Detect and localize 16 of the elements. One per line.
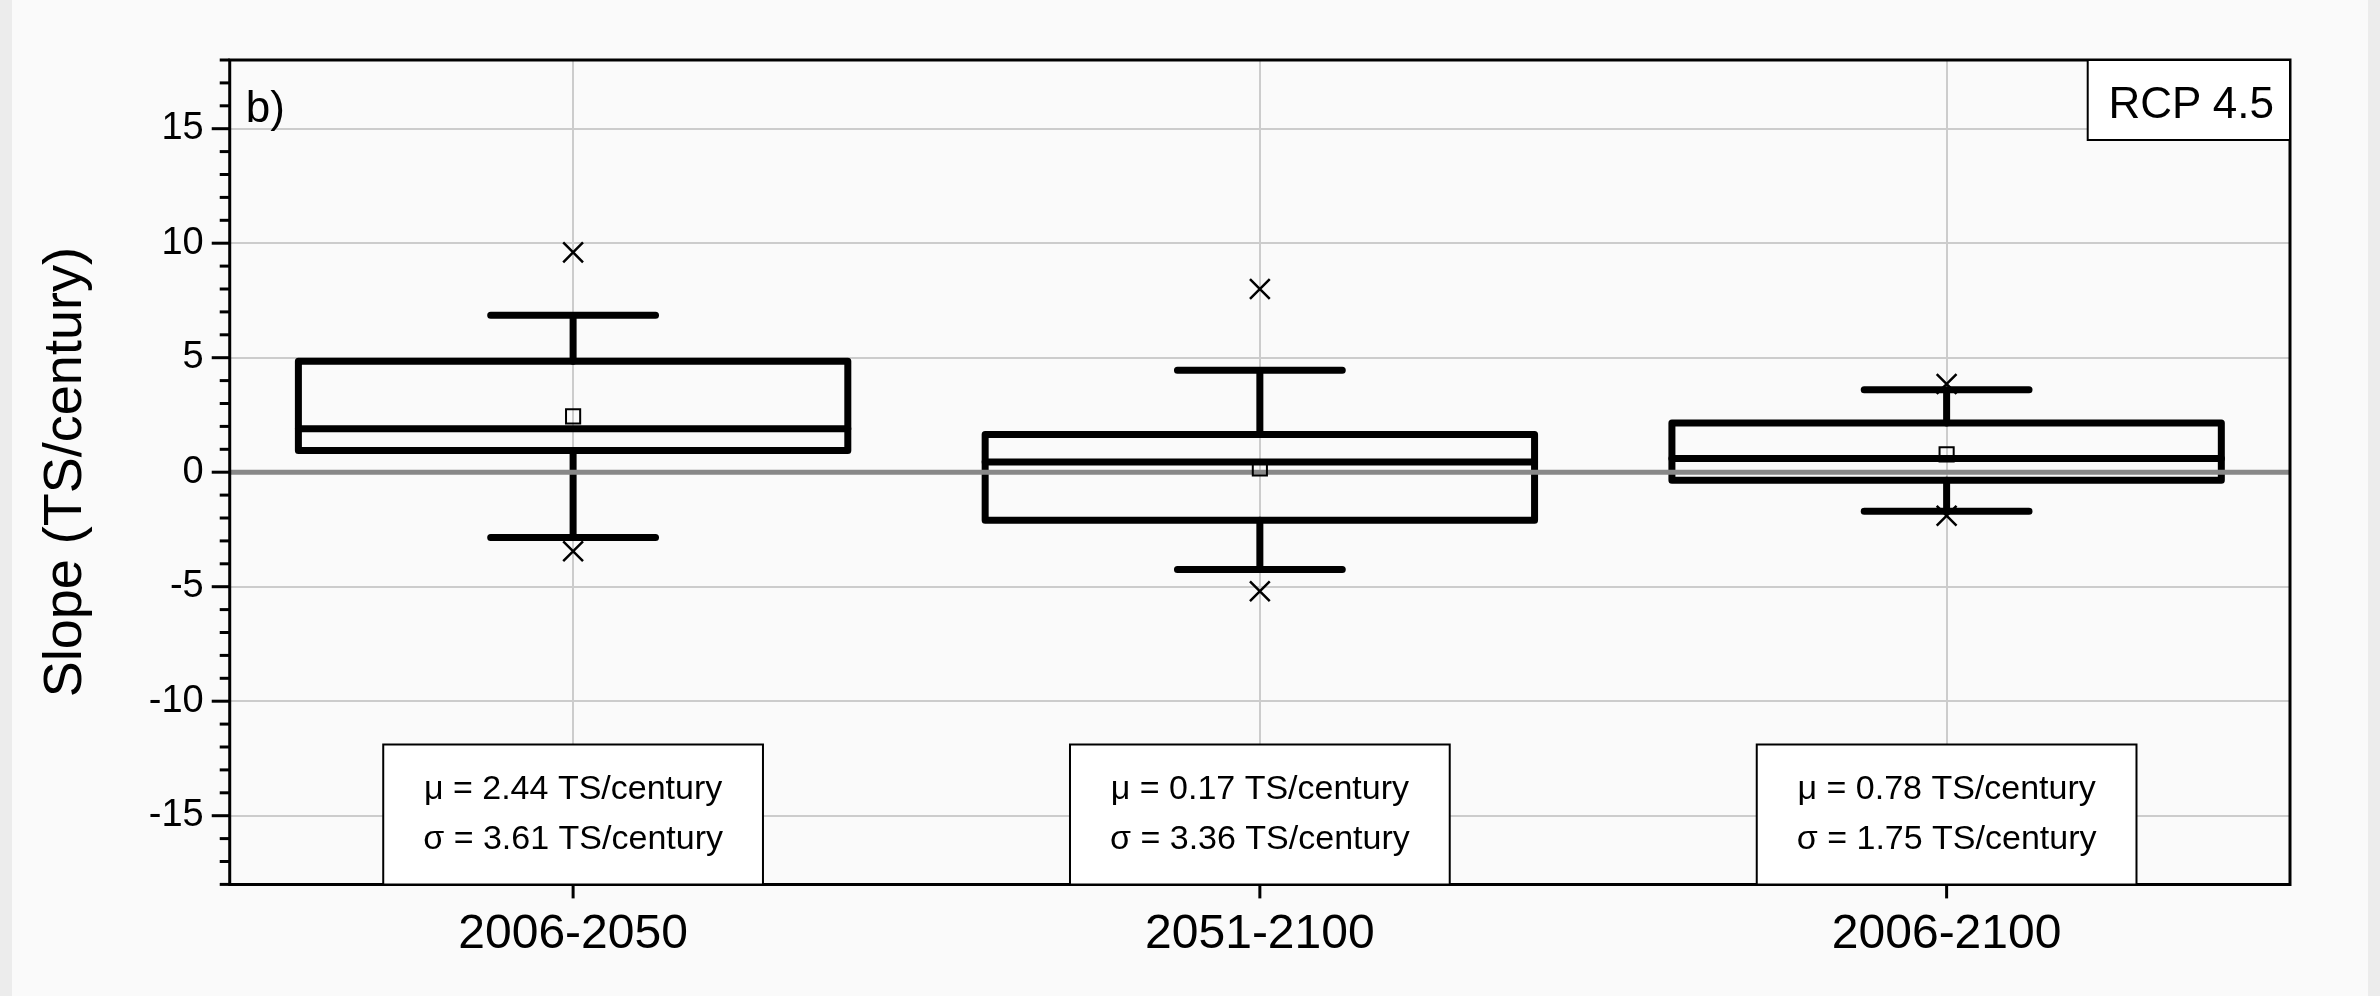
- annotation: μ = 0.17 TS/century σ = 3.36 TS/century: [1109, 768, 1410, 857]
- x-tick-label: 2006-2100: [1831, 905, 2062, 959]
- y-tick-label: 5: [182, 334, 204, 377]
- x-tick-label: 2051-2100: [1145, 905, 1375, 959]
- annotation: μ = 2.44 TS/century σ = 3.61 TS/century: [423, 768, 723, 857]
- y-tick-label: -5: [169, 563, 204, 606]
- y-tick-label: 15: [161, 105, 204, 148]
- annotation: RCP 4.5: [2108, 78, 2274, 127]
- y-axis-title: Slope (TS/century): [32, 247, 93, 698]
- y-tick-label: -10: [148, 677, 204, 720]
- annotation: b): [245, 82, 285, 131]
- y-tick-label: 0: [182, 448, 204, 491]
- x-tick-label: 2006-2050: [458, 905, 688, 959]
- y-tick-label: -15: [148, 792, 204, 835]
- y-tick-label: 10: [161, 219, 204, 262]
- annotation: μ = 0.78 TS/century σ = 1.75 TS/century: [1796, 768, 2097, 857]
